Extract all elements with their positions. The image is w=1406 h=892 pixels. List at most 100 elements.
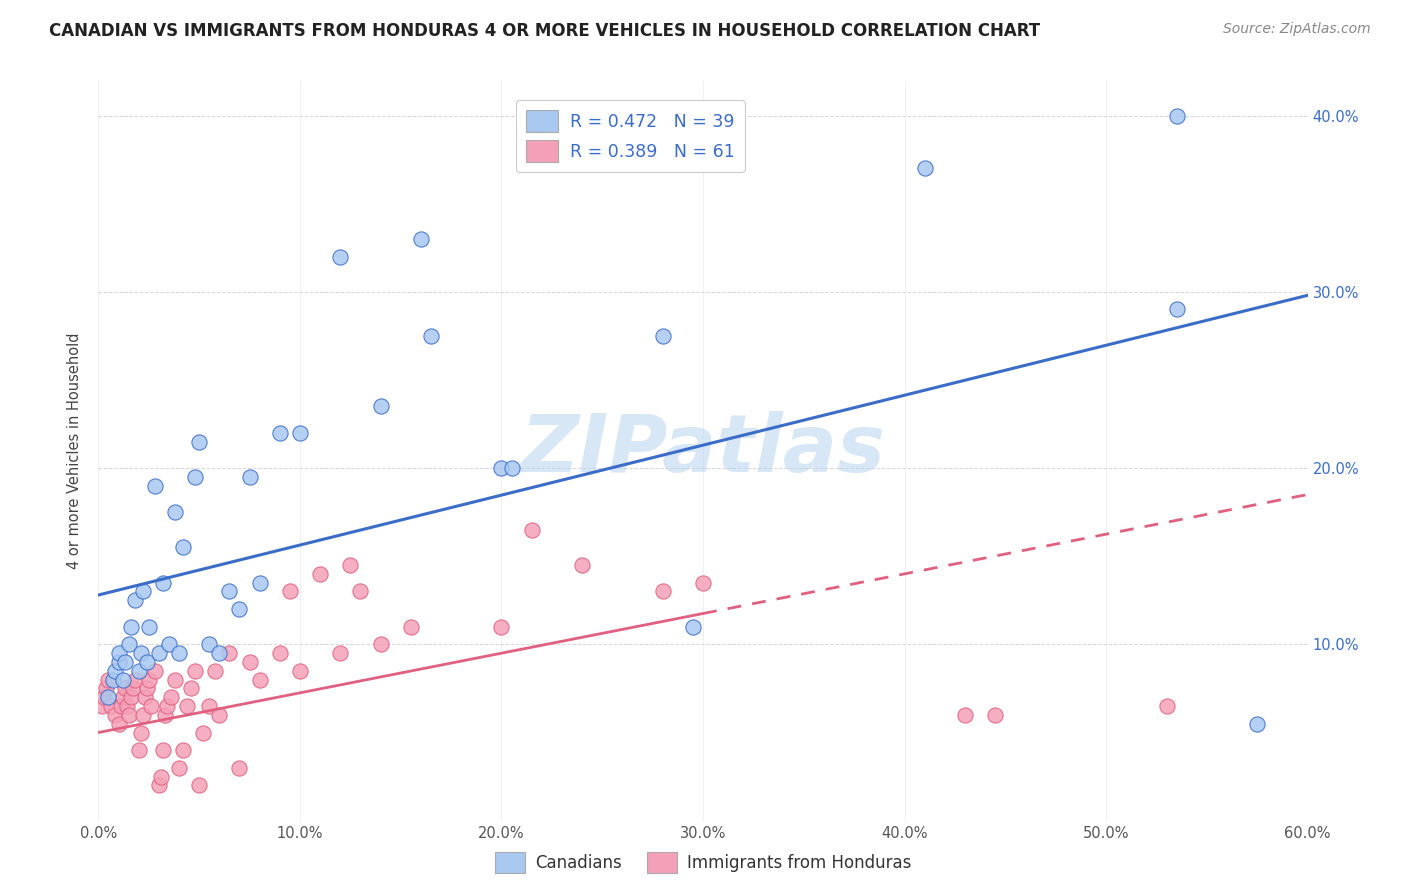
Point	[160, 690, 183, 705]
Point	[143, 664, 166, 678]
Point	[120, 690, 142, 705]
Point	[184, 664, 207, 678]
Point	[914, 161, 936, 176]
Point	[101, 673, 124, 687]
Point	[152, 743, 174, 757]
Point	[984, 707, 1007, 722]
Point	[278, 584, 301, 599]
Point	[491, 461, 513, 475]
Point	[167, 761, 190, 775]
Point	[218, 646, 240, 660]
Point	[97, 690, 120, 705]
Point	[97, 673, 120, 687]
Text: Source: ZipAtlas.com: Source: ZipAtlas.com	[1223, 22, 1371, 37]
Point	[91, 699, 114, 714]
Point	[953, 707, 976, 722]
Point	[132, 707, 155, 722]
Point	[651, 329, 673, 343]
Point	[172, 541, 194, 555]
Point	[208, 646, 231, 660]
Point	[409, 232, 432, 246]
Point	[139, 699, 162, 714]
Point	[110, 699, 132, 714]
Point	[135, 655, 157, 669]
Point	[107, 646, 129, 660]
Point	[198, 699, 221, 714]
Point	[193, 725, 215, 739]
Point	[132, 584, 155, 599]
Point	[143, 479, 166, 493]
Point	[692, 575, 714, 590]
Point	[420, 329, 443, 343]
Point	[114, 681, 136, 696]
Point	[180, 681, 202, 696]
Point	[239, 470, 262, 484]
Y-axis label: 4 or more Vehicles in Household: 4 or more Vehicles in Household	[67, 332, 83, 569]
Point	[118, 707, 141, 722]
Point	[172, 743, 194, 757]
Point	[491, 620, 513, 634]
Point	[339, 558, 361, 572]
Point	[1166, 302, 1188, 317]
Point	[288, 664, 311, 678]
Point	[107, 716, 129, 731]
Point	[370, 637, 392, 651]
Point	[138, 620, 160, 634]
Point	[100, 699, 122, 714]
Point	[309, 566, 332, 581]
Point	[249, 575, 271, 590]
Point	[269, 425, 291, 440]
Point	[184, 470, 207, 484]
Point	[148, 778, 170, 792]
Point	[115, 699, 138, 714]
Point	[153, 707, 176, 722]
Point	[208, 707, 231, 722]
Point	[134, 690, 156, 705]
Point	[188, 778, 211, 792]
Point	[149, 770, 172, 784]
Point	[370, 400, 392, 414]
Point	[218, 584, 240, 599]
Legend: Canadians, Immigrants from Honduras: Canadians, Immigrants from Honduras	[488, 846, 918, 880]
Point	[121, 681, 143, 696]
Point	[128, 743, 150, 757]
Point	[269, 646, 291, 660]
Point	[124, 673, 146, 687]
Point	[571, 558, 593, 572]
Point	[163, 505, 186, 519]
Point	[501, 461, 523, 475]
Point	[228, 761, 250, 775]
Text: CANADIAN VS IMMIGRANTS FROM HONDURAS 4 OR MORE VEHICLES IN HOUSEHOLD CORRELATION: CANADIAN VS IMMIGRANTS FROM HONDURAS 4 O…	[49, 22, 1040, 40]
Point	[138, 673, 160, 687]
Point	[157, 637, 180, 651]
Point	[288, 425, 311, 440]
Point	[118, 637, 141, 651]
Point	[204, 664, 226, 678]
Point	[1166, 109, 1188, 123]
Text: ZIPatlas: ZIPatlas	[520, 411, 886, 490]
Point	[349, 584, 371, 599]
Point	[107, 655, 129, 669]
Point	[329, 646, 352, 660]
Point	[651, 584, 673, 599]
Point	[111, 690, 134, 705]
Point	[152, 575, 174, 590]
Point	[156, 699, 179, 714]
Point	[111, 673, 134, 687]
Point	[148, 646, 170, 660]
Legend: R = 0.472   N = 39, R = 0.389   N = 61: R = 0.472 N = 39, R = 0.389 N = 61	[516, 100, 745, 172]
Point	[120, 620, 142, 634]
Point	[163, 673, 186, 687]
Point	[124, 593, 146, 607]
Point	[103, 707, 125, 722]
Point	[1246, 716, 1268, 731]
Point	[239, 655, 262, 669]
Point	[129, 646, 152, 660]
Point	[103, 664, 125, 678]
Point	[682, 620, 704, 634]
Point	[167, 646, 190, 660]
Point	[96, 681, 118, 696]
Point	[329, 250, 352, 264]
Point	[1156, 699, 1178, 714]
Point	[114, 655, 136, 669]
